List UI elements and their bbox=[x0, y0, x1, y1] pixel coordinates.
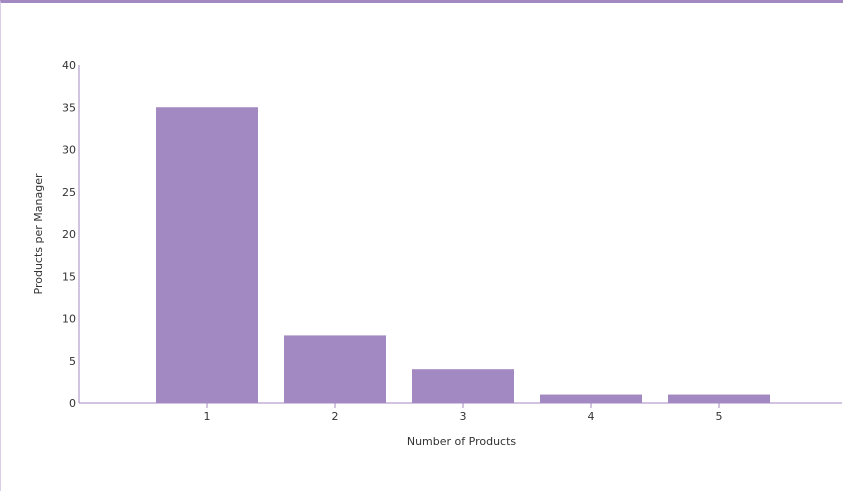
y-tick-label: 15 bbox=[62, 270, 76, 283]
bar-chart: 0 5 10 15 20 25 30 35 40 1 2 3 4 5 Number of Product… bbox=[32, 59, 842, 448]
bar bbox=[668, 394, 770, 403]
bar bbox=[540, 394, 642, 403]
x-tick-label: 2 bbox=[332, 410, 339, 423]
x-tick-label: 4 bbox=[588, 410, 595, 423]
y-tick-label: 0 bbox=[69, 397, 76, 410]
bars bbox=[156, 107, 770, 403]
x-tick-label: 3 bbox=[460, 410, 467, 423]
y-tick-label: 40 bbox=[62, 59, 76, 72]
bar bbox=[284, 335, 386, 403]
bar bbox=[156, 107, 258, 403]
x-tick-label: 5 bbox=[716, 410, 723, 423]
y-tick-label: 5 bbox=[69, 355, 76, 368]
y-tick-label: 35 bbox=[62, 101, 76, 114]
bar bbox=[412, 369, 514, 403]
x-axis-title: Number of Products bbox=[407, 435, 517, 448]
x-tick-label: 1 bbox=[204, 410, 211, 423]
x-axis-ticks: 1 2 3 4 5 bbox=[204, 403, 723, 423]
y-tick-label: 25 bbox=[62, 186, 76, 199]
y-axis-ticks: 0 5 10 15 20 25 30 35 40 bbox=[62, 59, 76, 410]
y-axis-title: Products per Manager bbox=[32, 173, 45, 294]
y-tick-label: 30 bbox=[62, 144, 76, 157]
y-tick-label: 20 bbox=[62, 228, 76, 241]
y-tick-label: 10 bbox=[62, 313, 76, 326]
